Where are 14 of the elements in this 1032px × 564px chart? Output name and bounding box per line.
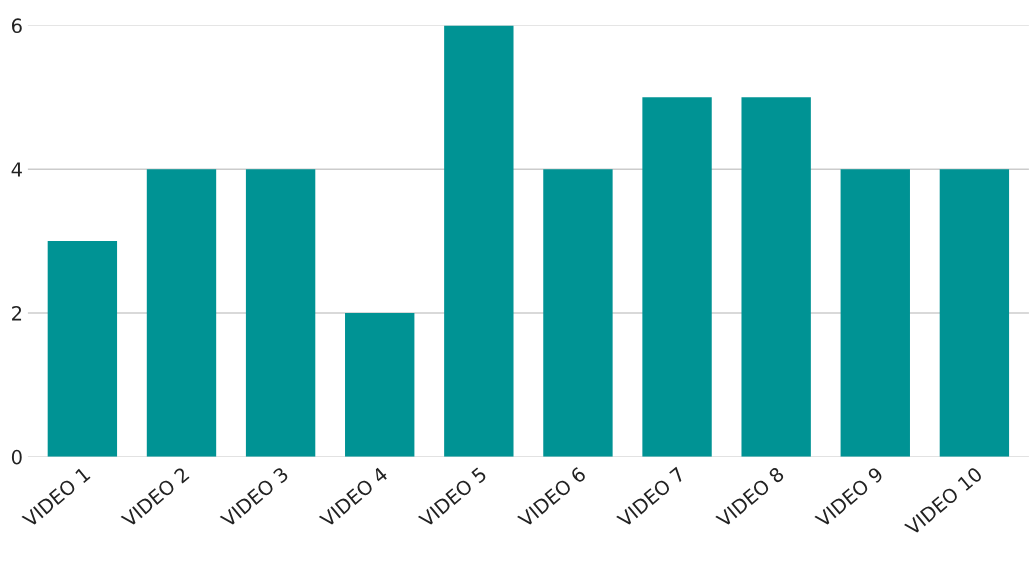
y-tick-label: 2 — [12, 305, 22, 321]
bar — [543, 169, 613, 457]
bar — [345, 313, 415, 457]
y-tick-label: 4 — [11, 162, 22, 177]
bar — [939, 169, 1010, 457]
bar — [47, 241, 118, 457]
bar — [840, 169, 910, 457]
y-tick-label: 6 — [11, 18, 22, 34]
y-tick-label: 0 — [11, 449, 22, 465]
bar — [642, 97, 712, 457]
bar — [245, 169, 316, 457]
bar — [146, 169, 217, 457]
bar — [741, 97, 811, 457]
bar — [444, 25, 514, 457]
